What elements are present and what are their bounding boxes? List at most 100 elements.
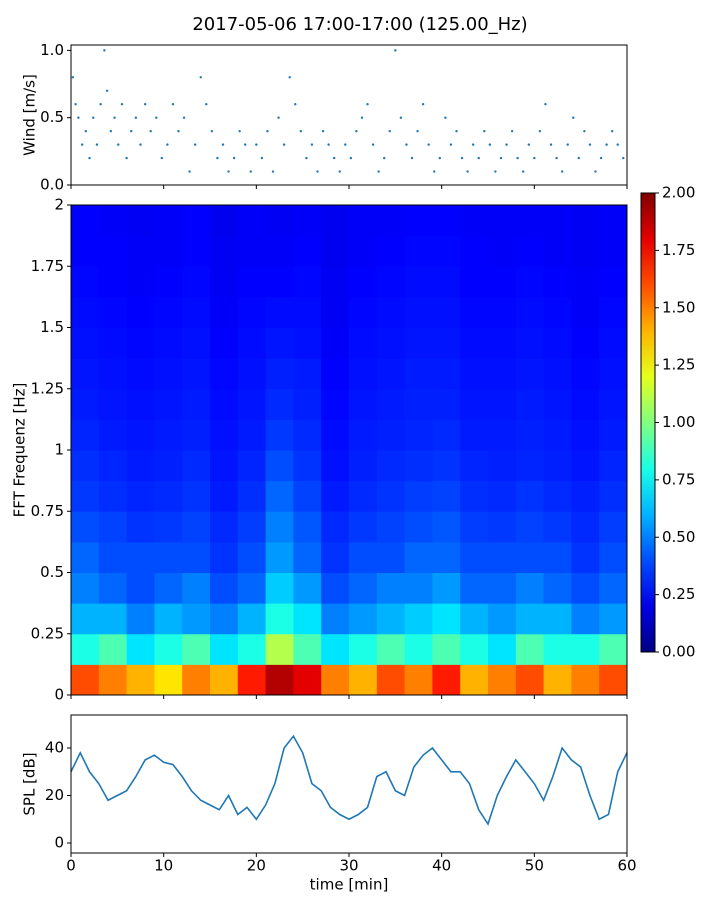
heatmap-cell: [126, 450, 155, 482]
heatmap-cell: [126, 419, 155, 451]
point: [99, 103, 102, 106]
point: [117, 143, 120, 146]
heatmap-cell: [599, 266, 628, 298]
heatmap-cell: [432, 664, 461, 696]
point: [549, 143, 553, 146]
panel: [71, 205, 628, 696]
point: [155, 116, 158, 119]
point: [221, 143, 225, 146]
point: [120, 103, 124, 106]
heatmap-cell: [71, 572, 100, 604]
y-tick-label: 0.25: [31, 624, 64, 642]
heatmap-cell: [98, 511, 128, 543]
heatmap-cell: [599, 235, 628, 267]
heatmap-cell: [404, 603, 433, 635]
point: [160, 156, 164, 160]
heatmap-cell: [376, 388, 406, 420]
point: [139, 143, 142, 146]
point: [266, 129, 269, 133]
point: [388, 129, 391, 133]
heatmap-cell: [293, 633, 322, 665]
point: [338, 170, 341, 173]
heatmap-cell: [376, 296, 406, 328]
heatmap-cell: [488, 266, 517, 298]
point: [294, 103, 297, 106]
heatmap-cell: [182, 296, 211, 328]
heatmap-cell: [349, 388, 378, 420]
heatmap-cell: [265, 664, 294, 696]
point: [560, 170, 564, 173]
heatmap-cell: [182, 327, 211, 359]
heatmap-cell: [404, 327, 433, 359]
heatmap-cell: [515, 296, 545, 328]
heatmap-cell: [515, 327, 545, 359]
point: [244, 143, 247, 146]
heatmap-cell: [154, 480, 183, 512]
heatmap-cell: [599, 388, 628, 420]
point: [599, 156, 603, 160]
heatmap-cell: [321, 205, 350, 237]
heatmap-cell: [321, 541, 350, 573]
line: [70, 734, 628, 826]
heatmap-cell: [349, 480, 378, 512]
heatmap-cell: [543, 603, 572, 635]
heatmap-cell: [265, 388, 294, 420]
heatmap-cell: [543, 388, 572, 420]
x-tick-label: 20: [247, 857, 266, 875]
heatmap-cell: [404, 633, 433, 665]
heatmap-cell: [71, 327, 100, 359]
heatmap-cell: [571, 205, 600, 237]
point: [210, 129, 214, 133]
heatmap-cell: [404, 388, 433, 420]
heatmap-cell: [376, 572, 406, 604]
heatmap-cell: [321, 266, 350, 298]
heatmap-cell: [71, 603, 100, 635]
heatmap-cell: [599, 327, 628, 359]
point: [555, 156, 558, 160]
heatmap-cell: [98, 633, 128, 665]
heatmap-cell: [71, 480, 100, 512]
heatmap-cell: [460, 419, 489, 451]
heatmap-cell: [376, 633, 406, 665]
heatmap-cell: [293, 572, 322, 604]
point: [616, 143, 619, 146]
heatmap-cell: [460, 541, 489, 573]
heatmap-cell: [182, 633, 211, 665]
heatmap-cell: [293, 266, 322, 298]
heatmap-cell: [182, 388, 211, 420]
heatmap-cell: [515, 541, 545, 573]
heatmap-cell: [210, 541, 239, 573]
point: [583, 129, 586, 133]
heatmap-cell: [349, 541, 378, 573]
heatmap-cell: [237, 358, 267, 390]
heatmap-cell: [293, 419, 322, 451]
heatmap-cell: [515, 664, 545, 696]
heatmap-cell: [432, 205, 461, 237]
y-tick-label: 1.0: [40, 41, 64, 59]
heatmap-cell: [349, 664, 378, 696]
point: [466, 170, 469, 173]
heatmap-cell: [265, 572, 294, 604]
heatmap-cell: [432, 235, 461, 267]
colorbar-tick-label: 0.00: [662, 643, 695, 661]
heatmap-cell: [404, 480, 433, 512]
point: [188, 170, 191, 173]
point: [260, 156, 264, 160]
point: [255, 143, 258, 146]
heatmap-cell: [460, 235, 489, 267]
heatmap-cell: [126, 358, 155, 390]
heatmap-cell: [182, 541, 211, 573]
heatmap-cell: [182, 419, 211, 451]
heatmap-cell: [599, 603, 628, 635]
heatmap-cell: [432, 388, 461, 420]
heatmap-cell: [349, 266, 378, 298]
heatmap-cell: [599, 296, 628, 328]
heatmap-cell: [543, 511, 572, 543]
heatmap-cell: [543, 266, 572, 298]
heatmap-cell: [265, 266, 294, 298]
heatmap-cell: [404, 296, 433, 328]
heatmap-cell: [488, 664, 517, 696]
heatmap-cell: [321, 511, 350, 543]
point: [383, 156, 386, 160]
